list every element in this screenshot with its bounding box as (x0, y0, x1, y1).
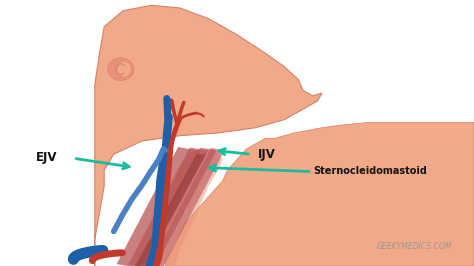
Text: IJV: IJV (258, 148, 276, 161)
Polygon shape (135, 154, 206, 266)
Text: EJV: EJV (36, 151, 57, 164)
Polygon shape (95, 5, 322, 266)
Ellipse shape (108, 58, 134, 81)
Polygon shape (166, 122, 474, 266)
Text: Sternocleidomastoid: Sternocleidomastoid (314, 166, 428, 176)
Polygon shape (139, 148, 217, 266)
Text: GEEKYMEDICS.COM: GEEKYMEDICS.COM (376, 242, 452, 251)
Polygon shape (149, 148, 225, 266)
Polygon shape (128, 147, 208, 266)
Ellipse shape (118, 62, 131, 77)
Polygon shape (117, 147, 201, 266)
Polygon shape (156, 149, 223, 266)
